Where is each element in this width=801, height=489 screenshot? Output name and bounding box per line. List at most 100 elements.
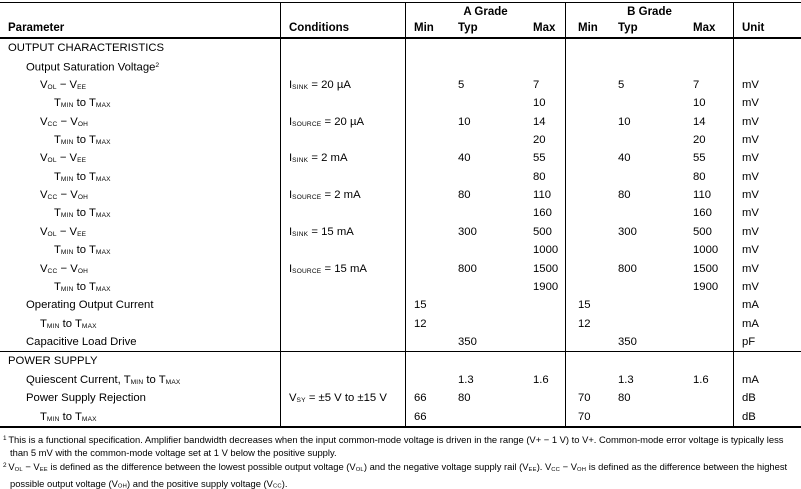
unit-header: Unit: [733, 19, 801, 37]
b-grade-max-cell: [685, 296, 733, 314]
b-grade-max-cell: 1500: [693, 262, 719, 275]
b-grade-typ-cell: [610, 94, 685, 112]
unit-cell: mV: [733, 149, 801, 168]
condition-cell: [280, 314, 405, 333]
a-grade-min-cell: 66: [405, 389, 452, 408]
section-row: OUTPUT CHARACTERISTICS: [0, 39, 801, 58]
a-grade-max-cell: 55: [533, 152, 546, 165]
a-grade-typ-cell: [452, 408, 525, 426]
grade-header-spacer-param: [0, 3, 280, 19]
b-grade-max-cell: [685, 333, 733, 351]
condition-cell: ISOURCE = 2 mA: [280, 186, 405, 205]
b-grade-typ-cell: [610, 278, 685, 296]
table-row: TMIN to TMAX 160 160 mV: [0, 204, 801, 223]
spec-table: A Grade B Grade Parameter Conditions Min…: [0, 2, 801, 428]
a-grade-max-cell: 1500: [533, 262, 559, 275]
a-grade-typ-cell: 800: [458, 262, 477, 275]
a-grade-max-cell: [525, 408, 565, 426]
b-grade-min-cell: [565, 370, 610, 390]
condition-cell: VSY = ±5 V to ±15 V: [280, 389, 405, 408]
a-grade-typ-cell: 350: [458, 336, 477, 348]
table-body: OUTPUT CHARACTERISTICS Output Saturation …: [0, 39, 801, 428]
parameter-cell: TMIN to TMAX: [54, 170, 111, 183]
parameter-cell: VOL − VEE: [40, 78, 87, 91]
b-grade-min-cell: [565, 259, 610, 278]
b-grade-min-cell: [565, 222, 610, 242]
b-grade-typ-cell: 80: [618, 189, 631, 201]
a-grade-max-cell: 500: [533, 225, 552, 238]
b-grade-max-cell: 20: [693, 133, 706, 146]
b-grade-max-cell: 160: [693, 207, 712, 220]
table-row: TMIN to TMAX 1000 1000 mV: [0, 241, 801, 260]
footnote: 1 This is a functional specification. Am…: [3, 434, 784, 459]
table-row: TMIN to TMAX 80 80 mV: [0, 167, 801, 186]
a-grade-max-cell: 10: [533, 97, 546, 110]
footnotes: 1 This is a functional specification. Am…: [3, 432, 797, 489]
condition-cell: ISINK = 20 µA: [280, 75, 405, 95]
unit-cell: [733, 57, 801, 76]
b-grade-max-cell: 500: [693, 225, 712, 238]
table-row: TMIN to TMAX 10 10 mV: [0, 94, 801, 113]
a-grade-typ-cell: [452, 131, 525, 149]
b-grade-max-cell: [685, 408, 733, 426]
parameter-cell: TMIN to TMAX: [54, 280, 111, 293]
condition-cell: [280, 130, 405, 150]
condition-cell: [280, 407, 405, 426]
b-grade-min-cell: 15: [565, 296, 610, 315]
b-grade-max-cell: 14: [693, 115, 706, 128]
a-grade-typ-cell: 1.3: [458, 373, 474, 386]
unit-cell: mV: [733, 259, 801, 278]
unit-cell: dB: [733, 407, 801, 426]
unit-cell: mV: [733, 241, 801, 260]
unit-cell: mA: [733, 314, 801, 333]
a-grade-min-cell: [405, 149, 452, 168]
condition-cell: [280, 94, 405, 113]
a-grade-max-cell: 1900: [533, 280, 559, 293]
section-row: POWER SUPPLY: [0, 351, 801, 371]
b-grade-max-cell: [685, 39, 733, 57]
b-grade-typ-cell: [610, 168, 685, 186]
unit-cell: mA: [733, 370, 801, 390]
unit-cell: mV: [733, 277, 801, 297]
a-grade-max-cell: [525, 57, 565, 75]
a-grade-typ-cell: 40: [458, 152, 471, 165]
parameter-cell: POWER SUPPLY: [8, 355, 98, 368]
parameter-cell: Capacitive Load Drive: [26, 336, 137, 348]
parameter-cell: Output Saturation Voltage2: [26, 62, 160, 75]
parameter-cell: OUTPUT CHARACTERISTICS: [8, 42, 165, 54]
column-header-row: Parameter Conditions Min Typ Max Min Typ…: [0, 19, 801, 37]
unit-cell: mV: [733, 204, 801, 223]
b-grade-min-cell: [565, 204, 610, 223]
b-grade-min-cell: [565, 39, 610, 58]
b-grade-header: B Grade: [565, 3, 733, 19]
condition-cell: [280, 204, 405, 223]
table-row: TMIN to TMAX 20 20 mV: [0, 130, 801, 150]
b-grade-typ-header: Typ: [618, 22, 638, 34]
a-grade-max-cell: 80: [533, 170, 546, 183]
b-grade-max-cell: 7: [693, 78, 700, 91]
b-grade-typ-cell: [610, 57, 685, 75]
b-grade-min-cell: [565, 130, 610, 150]
table-row: TMIN to TMAX 1900 1900 mV: [0, 277, 801, 297]
a-grade-max-cell: 1.6: [533, 373, 549, 386]
a-grade-min-cell: [405, 241, 452, 260]
condition-cell: [280, 241, 405, 260]
b-grade-min-cell: 12: [565, 314, 610, 333]
parameter-cell: TMIN to TMAX: [40, 317, 97, 330]
a-grade-min-cell: [405, 352, 452, 371]
a-grade-min-cell: [405, 259, 452, 278]
unit-cell: mV: [733, 167, 801, 186]
a-grade-min-cell: [405, 277, 452, 297]
a-grade-max-cell: [525, 296, 565, 314]
a-grade-max-cell: 1000: [533, 244, 559, 257]
a-grade-typ-cell: [452, 315, 525, 333]
parameter-cell: Operating Output Current: [26, 299, 154, 312]
b-grade-typ-cell: [610, 131, 685, 149]
a-grade-typ-cell: [452, 168, 525, 186]
a-grade-typ-cell: [452, 204, 525, 222]
table-row: Operating Output Current 15 15 mA: [0, 296, 801, 315]
a-grade-max-cell: [525, 333, 565, 351]
table-row: VCC − VOH ISOURCE = 20 µA 10 14 10 14 mV: [0, 112, 801, 131]
a-grade-min-cell: [405, 222, 452, 242]
unit-cell: dB: [733, 389, 801, 408]
